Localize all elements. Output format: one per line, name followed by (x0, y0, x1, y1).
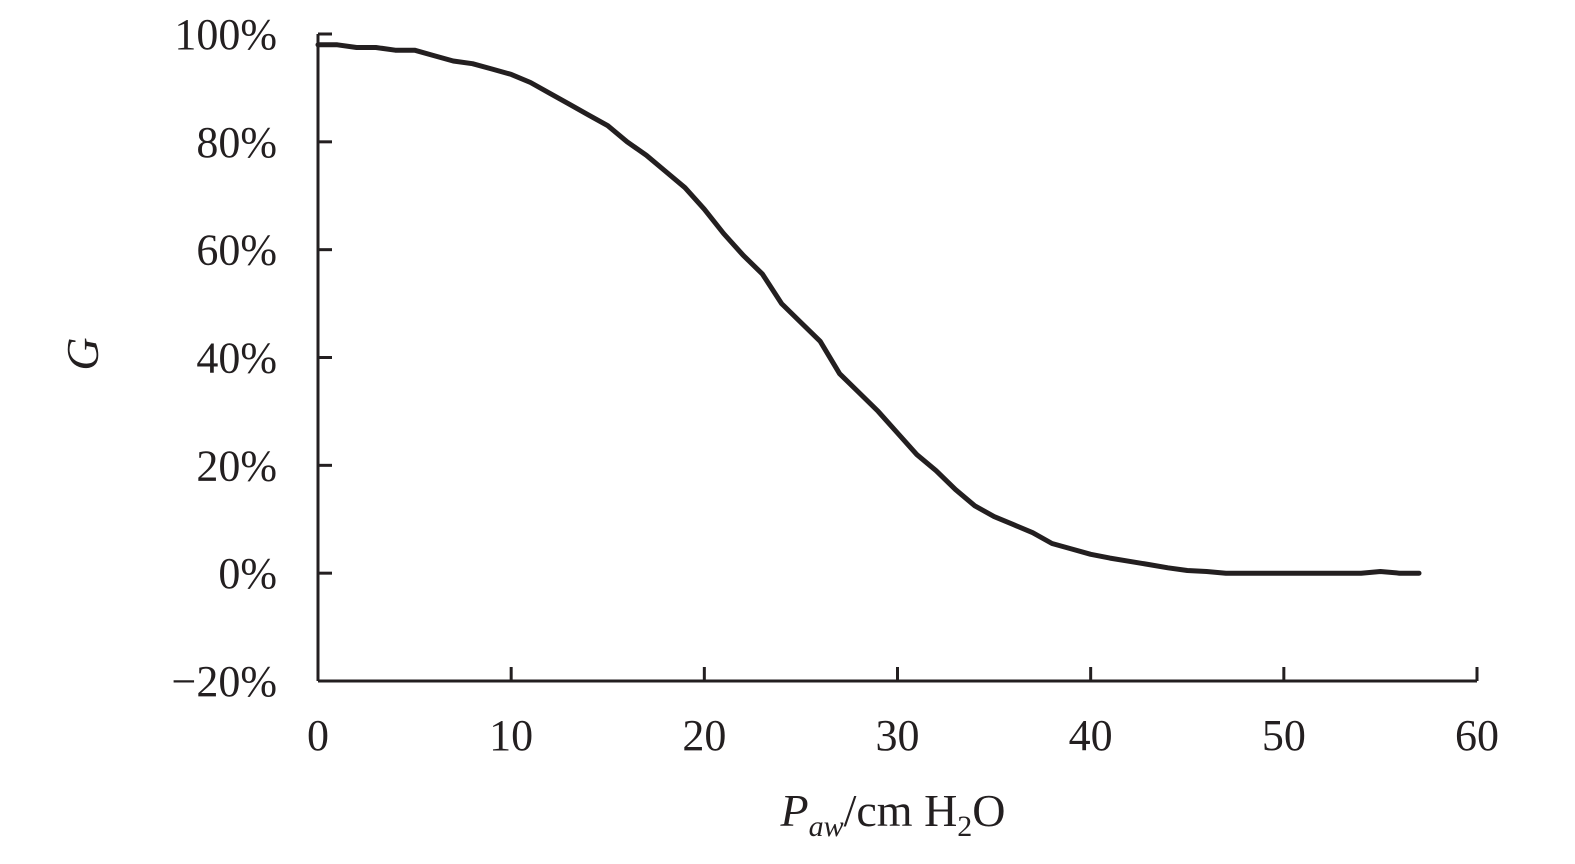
y-tick-marks (318, 32, 332, 683)
x-tick-label: 40 (1069, 711, 1113, 760)
x-axis-label-symbol: P (779, 785, 808, 836)
y-tick-label: 20% (196, 441, 277, 490)
x-tick-label: 60 (1455, 711, 1499, 760)
y-tick-label: −20% (172, 657, 277, 706)
x-tick-marks (509, 667, 1479, 681)
series-line-g (315, 42, 1422, 576)
y-axis-label: G (57, 337, 108, 370)
x-axis-label-unit-suffix: O (972, 785, 1005, 836)
x-tick-label: 20 (682, 711, 726, 760)
x-tick-label: 30 (876, 711, 920, 760)
y-tick-label: 0% (218, 549, 277, 598)
y-tick-label: 40% (196, 334, 277, 383)
x-tick-label: 10 (489, 711, 533, 760)
x-axis-label-unit: /cm H (844, 785, 958, 836)
y-tick-label: 80% (196, 118, 277, 167)
y-tick-label: 100% (174, 10, 277, 59)
x-tick-labels: 0 10 20 30 40 50 60 (307, 711, 1499, 760)
x-tick-label: 50 (1262, 711, 1306, 760)
y-tick-label: 60% (196, 226, 277, 275)
x-tick-label: 0 (307, 711, 329, 760)
x-axis-label-unit-subscript: 2 (957, 810, 972, 843)
x-axis-label-subscript: aw (809, 810, 844, 843)
y-tick-labels: −20% 0% 20% 40% 60% 80% 100% (172, 10, 277, 706)
x-axis-label: Paw/cm H2O (779, 785, 1005, 843)
